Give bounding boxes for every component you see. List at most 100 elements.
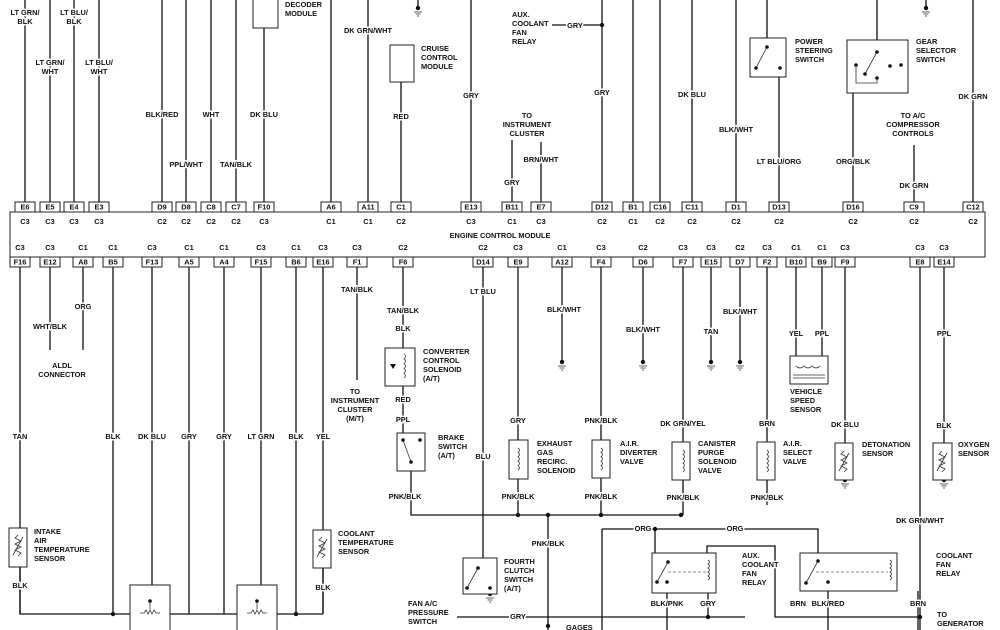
label-line: TEMPERATURE [34, 545, 90, 554]
pin-box [725, 201, 747, 213]
ground-icon [558, 365, 566, 371]
label-line: LT GRN [248, 432, 275, 441]
wire-color-label: BRN [759, 419, 775, 428]
junction-dot [559, 359, 565, 365]
terminal-dot [488, 586, 492, 590]
pin-box [253, 201, 275, 213]
component-label: A.I.R. SELECT VALVE [783, 439, 813, 466]
label-line: TAN [704, 327, 719, 336]
label-line: MODULE [421, 62, 453, 71]
pin-box [390, 201, 412, 213]
junction-dot [917, 614, 923, 620]
component-label: LT GRN/BLK [10, 8, 39, 26]
label-line: VALVE [698, 466, 722, 475]
pin-box [551, 256, 573, 268]
wire-color-label: WHT/BLK [33, 322, 68, 331]
connector-label: C1 [291, 243, 300, 252]
label-line: (A/T) [438, 451, 455, 460]
ecm-pin: E16 C3 [312, 243, 334, 268]
ecm-pin: C9 C2 [903, 201, 925, 226]
pin-number: B1 [628, 203, 637, 212]
sensor-coil-icon [793, 365, 825, 379]
pin-number: D8 [181, 203, 190, 212]
wire-color-label: GRY [181, 432, 197, 441]
ecm-pin: F6 C2 [392, 243, 414, 268]
label-line: BRN [790, 599, 806, 608]
vehicle-speed-sensor [789, 355, 829, 385]
pin-box [14, 201, 36, 213]
pin-number: E8 [915, 258, 924, 267]
junction-dot [110, 611, 116, 617]
label-line: TAN/BLK [220, 160, 253, 169]
label-line: COOLANT [338, 529, 375, 538]
wire-color-label: LT BLU/ORG [757, 157, 802, 166]
ecm-pin: D7 C2 [729, 243, 751, 268]
wire-color-label: BRN [790, 599, 806, 608]
wire-color-label: DK GRN [958, 92, 987, 101]
wire-color-label: GRY [594, 88, 610, 97]
label-line: PNK/BLK [585, 492, 619, 501]
pin-box [88, 201, 110, 213]
label-line: SENSOR [790, 405, 822, 414]
component-label: LT GRN/WHT [35, 58, 64, 76]
junction-dot [545, 512, 551, 518]
label-line: BLK/WHT [719, 125, 754, 134]
wire-color-label: PNK/BLK [502, 492, 536, 501]
ecm-pin: A8 C1 [72, 243, 94, 268]
connector-label: C3 [45, 243, 54, 252]
label-line: BLK/PNK [651, 599, 685, 608]
component-label: DECODER MODULE [285, 0, 323, 18]
wire-color-label: PPL [937, 329, 952, 338]
label-line: PPL [815, 329, 830, 338]
label-line: CLUSTER [338, 405, 374, 414]
label-line: PNK/BLK [751, 493, 785, 502]
label-line: SELECTOR [916, 46, 957, 55]
label-line: EXHAUST [537, 439, 573, 448]
label-line: OXYGEN [958, 440, 990, 449]
terminal-dot [148, 599, 152, 603]
junction-dot [923, 5, 929, 11]
component-label: CONVERTER CONTROL SOLENOID (A/T) [423, 347, 470, 383]
component-label: OXYGEN SENSOR [958, 440, 990, 458]
component-label: BRAKE SWITCH (A/T) [438, 433, 467, 460]
pin-box [178, 256, 200, 268]
thermistor-icon [12, 534, 24, 557]
terminal-dot [409, 460, 413, 464]
label-line: DK GRN/WHT [344, 26, 393, 35]
connector-label: C3 [706, 243, 715, 252]
label-line: TO [522, 111, 532, 120]
wire-color-label: PNK/BLK [585, 416, 619, 425]
wire-color-label: BLK [315, 583, 331, 592]
terminal-dot [465, 586, 469, 590]
wire-color-label: ORG [75, 302, 92, 311]
label-line: CONNECTOR [38, 370, 86, 379]
terminal-dot [863, 72, 867, 76]
label-line: RED [393, 112, 409, 121]
connector-label: C3 [147, 243, 156, 252]
connector-label: C1 [363, 217, 372, 226]
pin-box [213, 256, 235, 268]
connector-label: C3 [20, 217, 29, 226]
components [8, 0, 986, 630]
label-line: PNK/BLK [532, 539, 566, 548]
pin-number: F2 [763, 258, 772, 267]
aux-coolant-fan-relay [651, 552, 717, 594]
component-label: POWER STEERING SWITCH [795, 37, 833, 64]
pin-number: A5 [184, 258, 193, 267]
label-line: RELAY [742, 578, 766, 587]
ecm-pin: E9 C3 [507, 243, 529, 268]
label-line: PNK/BLK [585, 416, 619, 425]
wire-color-label: BLK/RED [146, 110, 180, 119]
label-line: INTAKE [34, 527, 61, 536]
pin-number: D1 [731, 203, 740, 212]
ecm-pin: F9 C3 [834, 243, 856, 268]
connector-label: C2 [206, 217, 215, 226]
pin-box [200, 201, 222, 213]
label-line: VALVE [620, 457, 644, 466]
label-line: BLK/WHT [723, 307, 758, 316]
junction-dot [293, 611, 299, 617]
coil-icon [600, 447, 603, 471]
label-line: GRY [700, 599, 716, 608]
